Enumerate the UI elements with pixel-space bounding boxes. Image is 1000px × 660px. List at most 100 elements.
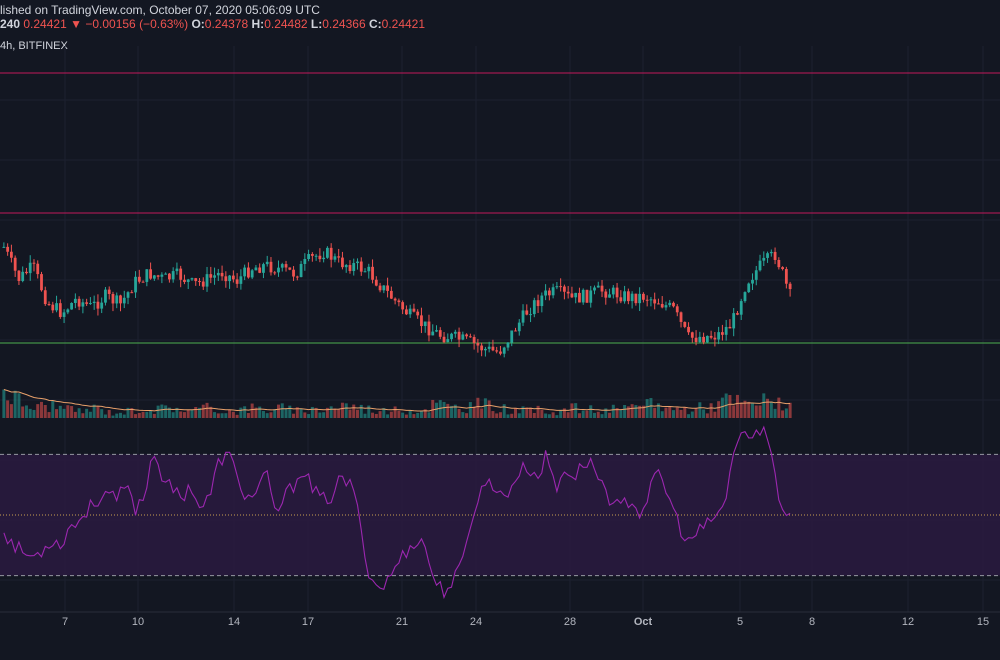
candle-body-6 xyxy=(25,271,28,274)
candle-body-103 xyxy=(389,290,393,299)
candle-body-102 xyxy=(386,285,389,291)
volume-bar-35 xyxy=(134,414,138,418)
candle-body-104 xyxy=(393,298,397,301)
volume-bar-70 xyxy=(265,413,269,418)
open-label: O: xyxy=(191,17,205,31)
candle-body-191 xyxy=(721,332,724,335)
candle-body-107 xyxy=(405,309,408,315)
candle-body-206 xyxy=(777,259,781,268)
volume-bar-52 xyxy=(198,407,201,418)
candle-body-0 xyxy=(2,246,6,248)
candle-body-209 xyxy=(788,283,792,290)
candle-body-66 xyxy=(250,270,254,278)
volume-bar-112 xyxy=(423,409,427,418)
volume-bar-156 xyxy=(589,405,593,418)
volume-bar-122 xyxy=(461,412,465,418)
candle-body-170 xyxy=(642,293,645,300)
candle-body-55 xyxy=(209,274,213,278)
candle-body-65 xyxy=(247,267,250,278)
volume-bar-84 xyxy=(318,412,322,418)
candle-body-20 xyxy=(77,298,81,307)
candle-body-128 xyxy=(484,348,487,351)
candle-body-196 xyxy=(739,301,743,315)
candle-body-198 xyxy=(747,283,751,293)
volume-bar-183 xyxy=(690,411,694,418)
volume-bar-173 xyxy=(653,407,657,418)
candle-body-146 xyxy=(551,287,555,296)
candle-body-118 xyxy=(446,339,450,343)
x-tick-label-9: 8 xyxy=(809,616,815,628)
candle-body-123 xyxy=(465,334,468,337)
candle-body-106 xyxy=(401,302,405,310)
candle-body-56 xyxy=(213,275,216,278)
candle-body-50 xyxy=(190,278,194,280)
candle-body-189 xyxy=(713,337,717,340)
volume-bar-141 xyxy=(532,412,536,418)
volume-bar-18 xyxy=(70,406,74,418)
candle-body-5 xyxy=(21,271,25,281)
candles xyxy=(2,242,792,358)
volume-bar-72 xyxy=(273,409,277,418)
close-value: 0.24421 xyxy=(381,17,426,31)
candle-body-120 xyxy=(453,331,457,334)
volume-bar-166 xyxy=(626,406,630,418)
candle-body-100 xyxy=(378,285,382,291)
candle-body-42 xyxy=(160,274,164,277)
volume-bar-80 xyxy=(303,412,307,418)
candle-body-70 xyxy=(265,261,269,265)
candle-body-80 xyxy=(303,259,307,264)
volume-bar-182 xyxy=(687,414,691,418)
candle-body-114 xyxy=(431,331,435,336)
volume-bar-125 xyxy=(472,406,476,418)
volume-bar-32 xyxy=(122,414,126,418)
volume-bar-61 xyxy=(231,411,235,418)
candle-body-178 xyxy=(672,302,675,307)
volume-bar-208 xyxy=(784,408,788,418)
volume-bar-115 xyxy=(435,402,438,418)
volume-bar-104 xyxy=(393,406,397,418)
candle-body-24 xyxy=(92,301,96,304)
candle-body-74 xyxy=(280,264,284,268)
volume-bar-206 xyxy=(777,397,781,418)
candle-body-64 xyxy=(243,267,247,277)
candle-body-111 xyxy=(420,315,423,327)
candle-body-176 xyxy=(664,305,668,308)
volume-bar-133 xyxy=(502,404,506,418)
volume-bar-186 xyxy=(702,409,706,418)
volume-bar-136 xyxy=(514,407,517,418)
volume-bar-119 xyxy=(450,405,454,418)
volume-bar-60 xyxy=(228,409,232,418)
volume-bar-169 xyxy=(638,405,642,418)
volume-bar-85 xyxy=(322,412,326,418)
candle-body-137 xyxy=(517,322,521,332)
candle-body-94 xyxy=(356,261,359,264)
candle-body-158 xyxy=(596,285,600,288)
candle-body-62 xyxy=(235,279,239,284)
candle-body-51 xyxy=(194,278,198,282)
volume-bar-199 xyxy=(751,403,754,418)
candle-body-109 xyxy=(412,308,416,312)
candle-body-134 xyxy=(506,342,510,348)
volume-bar-64 xyxy=(243,406,247,418)
rsi-line xyxy=(3,425,791,600)
candle-body-181 xyxy=(683,321,687,327)
candle-body-27 xyxy=(104,289,107,303)
candle-body-165 xyxy=(623,291,626,302)
volume-bar-63 xyxy=(239,407,243,418)
volume-bar-86 xyxy=(325,407,329,418)
candle-body-91 xyxy=(344,265,348,268)
volume-bar-11 xyxy=(43,404,47,418)
candle-body-140 xyxy=(529,314,532,316)
candle-body-49 xyxy=(186,279,190,282)
volume-bar-118 xyxy=(446,403,450,418)
candle-body-30 xyxy=(115,295,119,304)
volume-bar-92 xyxy=(348,409,352,418)
candle-body-175 xyxy=(660,303,664,308)
candle-body-37 xyxy=(141,281,145,283)
candle-body-87 xyxy=(329,247,333,260)
volume-bar-67 xyxy=(254,407,258,418)
candle-body-2 xyxy=(10,251,13,258)
candle-body-131 xyxy=(495,350,499,352)
candle-body-26 xyxy=(100,302,104,309)
